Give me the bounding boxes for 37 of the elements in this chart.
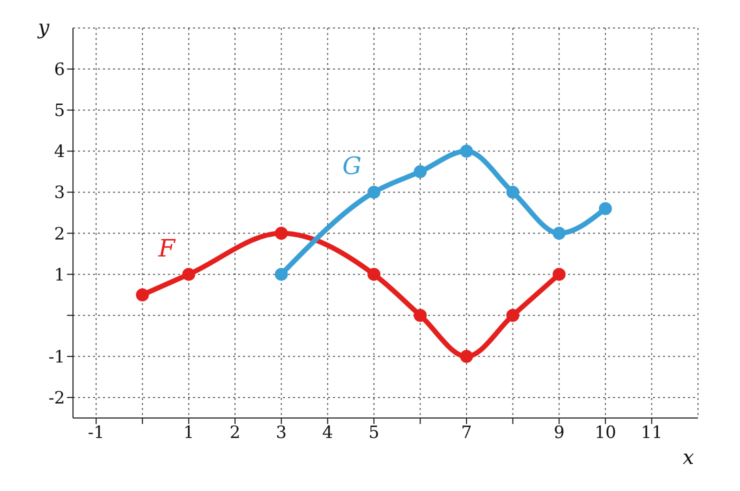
point xyxy=(274,268,288,281)
y-tick-label: 2 xyxy=(54,224,65,244)
y-axis-title: y xyxy=(37,15,50,40)
point xyxy=(460,350,474,363)
point xyxy=(414,165,427,178)
x-tick-label: 9 xyxy=(554,423,565,444)
point xyxy=(552,226,566,240)
point xyxy=(136,288,149,302)
series-label: G xyxy=(342,152,362,180)
point xyxy=(367,186,380,199)
x-tick-label: 1 xyxy=(183,423,194,444)
x-tick-label: 10 xyxy=(594,423,616,444)
x-tick-label: -1 xyxy=(88,423,104,444)
point xyxy=(460,144,474,158)
point xyxy=(414,308,427,322)
y-tick-label: 3 xyxy=(54,183,65,204)
y-tick-label: 6 xyxy=(54,60,65,80)
y-tick-label: 5 xyxy=(54,101,65,122)
y-tick-label: -2 xyxy=(48,388,65,409)
point xyxy=(506,186,520,199)
x-tick-label: 5 xyxy=(368,423,380,444)
x-tick-label: 3 xyxy=(276,423,287,444)
x-tick-label: 2 xyxy=(230,423,240,444)
point xyxy=(552,268,566,281)
point xyxy=(506,308,520,322)
y-tick-label: 4 xyxy=(54,142,65,162)
y-tick-label: 1 xyxy=(54,265,65,286)
point xyxy=(182,268,196,281)
x-tick-label: 4 xyxy=(322,423,334,444)
x-tick-label: 11 xyxy=(640,423,663,444)
series-label: F xyxy=(157,234,176,262)
x-tick-label: 7 xyxy=(461,423,472,444)
x-axis-title: x xyxy=(682,445,694,469)
y-tick-label: -1 xyxy=(48,347,65,368)
point xyxy=(274,226,288,240)
point xyxy=(598,202,612,216)
point xyxy=(367,268,380,281)
